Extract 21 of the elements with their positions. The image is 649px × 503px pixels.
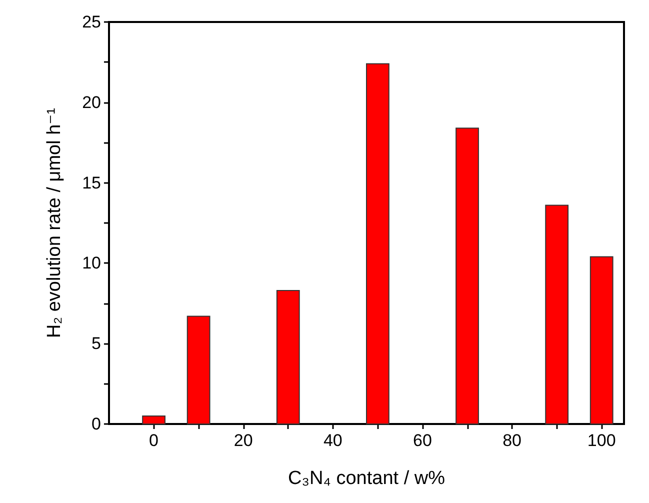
bar — [456, 128, 479, 424]
y-tick-label: 10 — [82, 254, 101, 273]
x-tick-label: 20 — [234, 431, 253, 450]
bar — [276, 290, 300, 424]
bar — [142, 415, 166, 424]
y-tick-label: 0 — [92, 414, 101, 434]
bar — [590, 256, 614, 424]
x-tick-label: 40 — [323, 431, 342, 450]
bar — [545, 204, 569, 424]
x-tick-label: 60 — [413, 431, 432, 450]
bar — [366, 63, 390, 424]
y-tick-label: 25 — [82, 12, 101, 32]
x-axis-title: C₃N₄ contant / w% — [288, 468, 446, 489]
x-tick-label: 100 — [587, 431, 616, 450]
y-axis-title: H₂ evolution rate / μmol h⁻¹ — [44, 108, 65, 338]
y-tick-label: 15 — [82, 173, 101, 192]
y-tick-label: 20 — [82, 92, 101, 112]
y-tick-label: 5 — [92, 334, 101, 354]
bar — [186, 316, 210, 424]
x-tick-label: 80 — [502, 431, 522, 450]
x-tick-label: 0 — [149, 431, 159, 450]
